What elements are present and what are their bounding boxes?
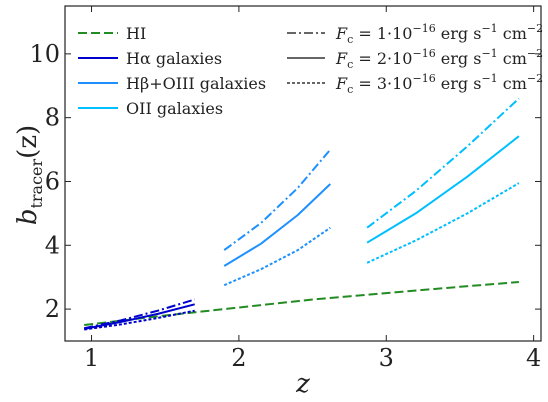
legend-flux-label: Fc = 3·10−16 erg s−1 cm−2: [335, 72, 543, 96]
x-tick-label: 3: [379, 344, 394, 372]
legend-label: Hα galaxies: [126, 49, 222, 68]
y-axis-label: btracer(z): [13, 125, 46, 225]
y-axis-label-main: b: [13, 209, 43, 226]
series-line-oii-galaxies-fc1: [366, 97, 520, 229]
legend-flux: Fc = 1·10−16 erg s−1 cm−2Fc = 2·10−16 er…: [287, 22, 543, 96]
series-line-h-galaxies-fc2: [84, 303, 195, 330]
y-tick-label: 10: [29, 40, 60, 68]
series-group: [83, 97, 520, 331]
x-tick-label: 1: [84, 344, 99, 372]
legend-flux-label: Fc = 2·10−16 erg s−1 cm−2: [335, 47, 543, 71]
plot-frame: [64, 5, 542, 342]
legend-series: HI Hα galaxies Hβ+OIII galaxies OII galaxie…: [78, 24, 266, 118]
series-line-h-galaxies-fc3: [84, 309, 195, 331]
legend-label: Hβ+OIII galaxies: [126, 74, 266, 93]
y-axis-label-sub: tracer: [27, 158, 46, 208]
y-tick-label: 2: [45, 295, 60, 323]
x-tick-label: 4: [526, 344, 541, 372]
x-axis-label: z: [295, 369, 310, 399]
series-line-oii-galaxies-fc2: [366, 135, 520, 244]
legend-label: OII galaxies: [126, 99, 223, 118]
y-tick-label: 6: [45, 167, 60, 195]
x-tick-label: 2: [231, 344, 246, 372]
y-axis-label-arg: (z): [13, 125, 43, 159]
legend-label: HI: [126, 24, 146, 43]
y-tick-label: 8: [45, 104, 60, 132]
series-line-oii-galaxies-fc3: [366, 182, 520, 264]
series-line-h-galaxies-fc1: [83, 298, 195, 330]
series-line-hi: [84, 281, 519, 326]
svg-text:btracer(z): btracer(z): [13, 125, 46, 225]
y-tick-label: 4: [45, 231, 60, 259]
series-line-h-oiii-galaxies-fc3: [223, 226, 331, 287]
series-line-h-oiii-galaxies-fc1: [223, 148, 332, 251]
series-line-h-oiii-galaxies-fc2: [223, 183, 331, 267]
legend-flux-label: Fc = 1·10−16 erg s−1 cm−2: [335, 22, 543, 46]
